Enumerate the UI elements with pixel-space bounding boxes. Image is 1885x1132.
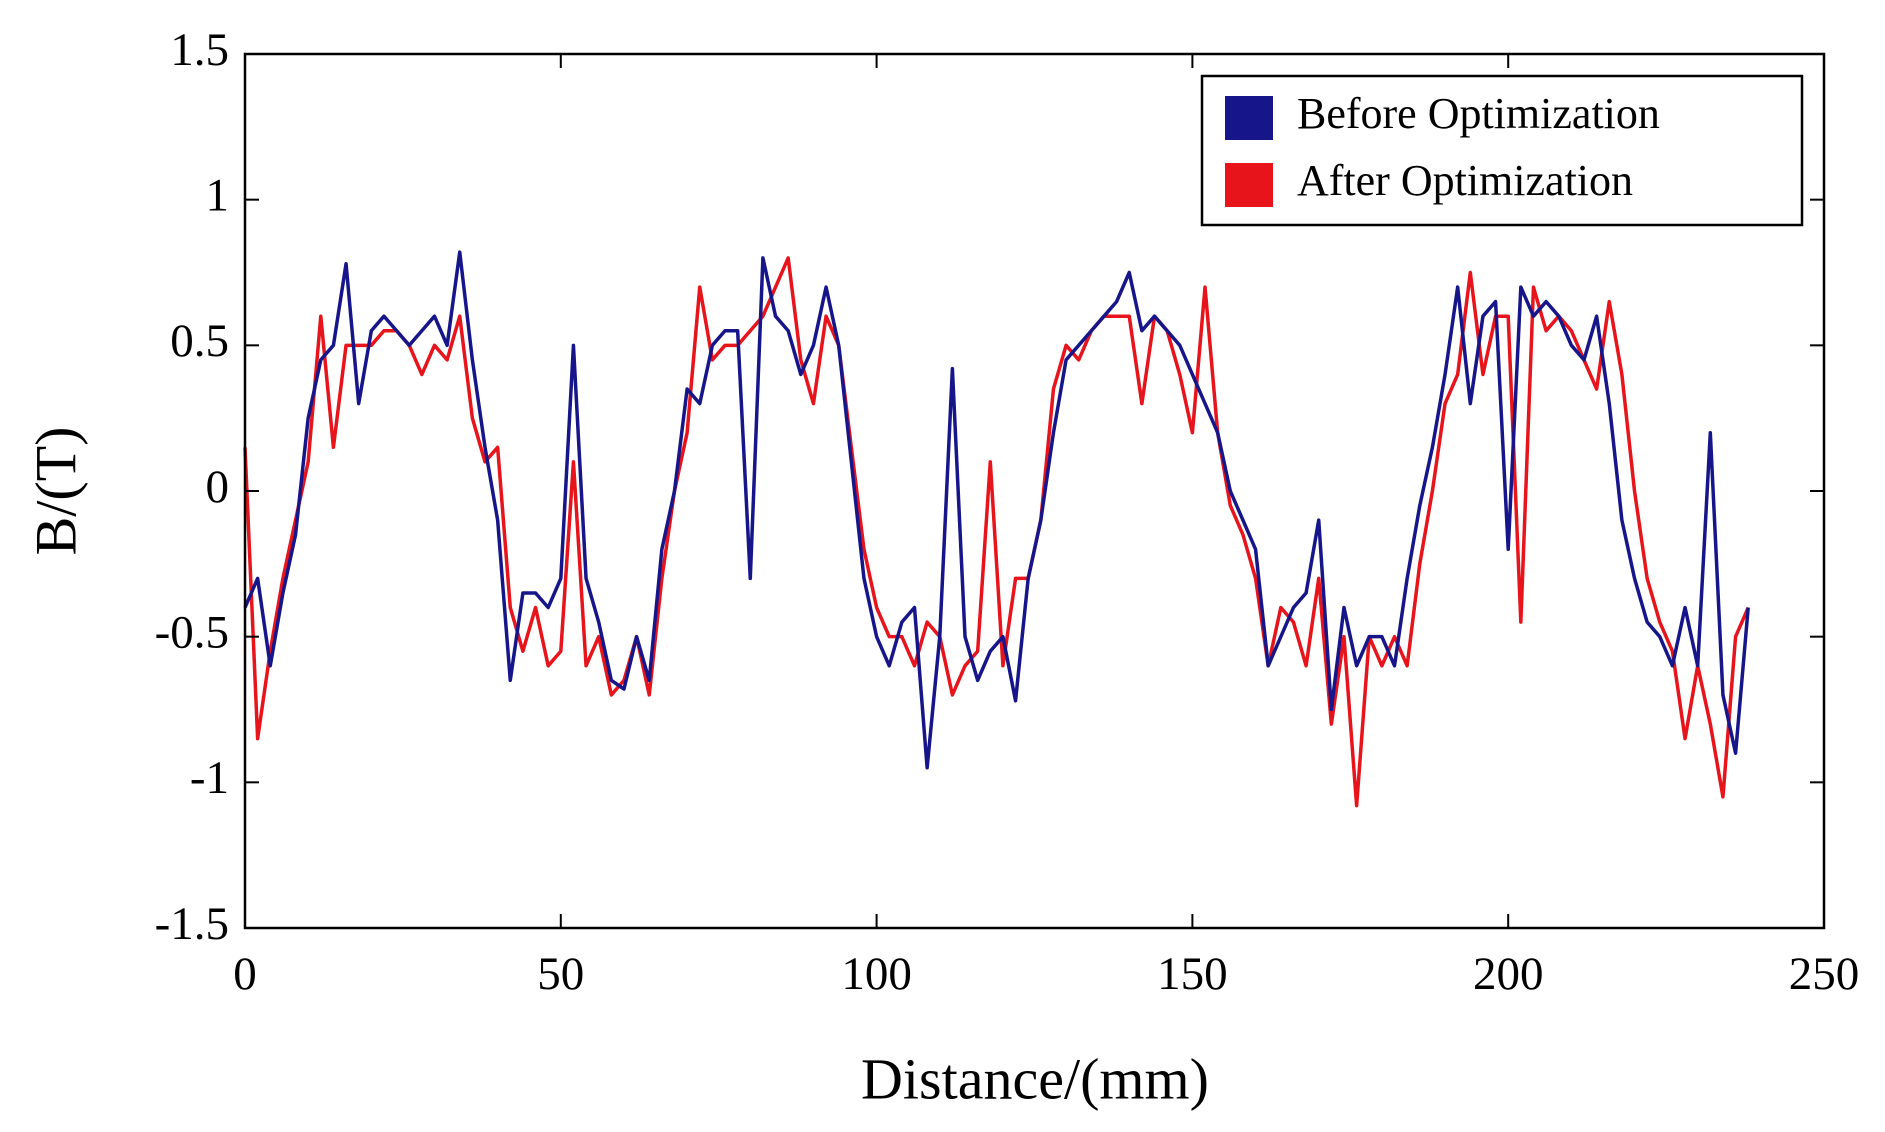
data-line (243, 250, 1750, 770)
plot-frame (243, 52, 1826, 930)
legend-box (1200, 74, 1804, 227)
y-tick-label: 0 (206, 461, 230, 513)
x-tick-label: 0 (233, 948, 257, 1000)
x-axis-label: Distance/(mm) (861, 1046, 1209, 1111)
legend-swatch (1225, 96, 1273, 140)
y-tick-label: 1 (206, 169, 230, 221)
legend-label: After Optimization (1297, 156, 1633, 205)
y-tick-label: -0.5 (155, 606, 229, 658)
x-tick-label: 150 (1157, 948, 1228, 1000)
x-tick-label: 200 (1473, 948, 1544, 1000)
legend-swatch (1225, 163, 1273, 207)
x-tick-label: 250 (1789, 948, 1860, 1000)
y-tick-label: -1.5 (155, 898, 229, 950)
y-axis-label: B/(T) (23, 427, 88, 556)
y-tick-label: 0.5 (170, 315, 229, 367)
x-tick-label: 100 (841, 948, 912, 1000)
y-tick-label: 1.5 (170, 24, 229, 76)
legend-label: Before Optimization (1297, 89, 1660, 138)
y-tick-label: -1 (190, 752, 229, 804)
x-tick-label: 50 (537, 948, 584, 1000)
